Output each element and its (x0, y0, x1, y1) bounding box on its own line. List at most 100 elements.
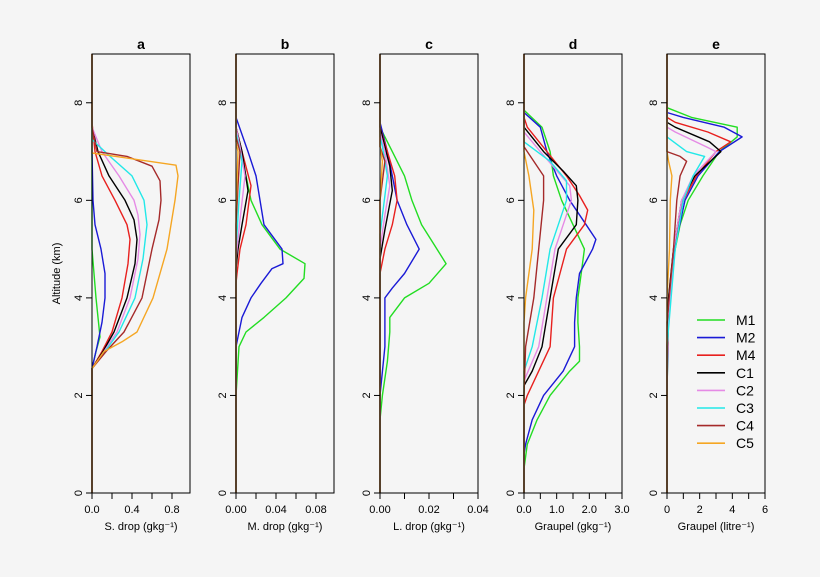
y-tick-label: 6 (648, 197, 660, 203)
series-line-M4 (379, 54, 398, 493)
panel-title: d (569, 36, 578, 52)
series-line-M2 (91, 54, 106, 493)
x-tick-label: 0.0 (84, 504, 99, 516)
series-line-M1 (235, 54, 306, 493)
x-axis-label: Graupel (litre⁻¹) (678, 521, 755, 533)
legend-label: C1 (736, 365, 754, 381)
panel-c: c 0 2 4 6 8 0.00 0.02 0.04L. drop (gkg⁻¹) (361, 36, 489, 533)
y-tick-label: 4 (648, 295, 660, 301)
x-tick-label: 6 (762, 504, 768, 516)
series-line-C4 (379, 54, 386, 493)
series-line-M1 (91, 54, 101, 493)
x-tick-label: 0 (664, 504, 670, 516)
series-line-C5 (91, 54, 179, 493)
series-line-C3 (523, 54, 568, 493)
y-axis-label: Altitude (km) (51, 243, 63, 305)
y-tick-label: 0 (73, 490, 85, 496)
y-tick-label: 6 (361, 197, 373, 203)
series-line-M4 (235, 54, 252, 493)
y-tick-label: 4 (361, 295, 373, 301)
x-tick-label: 4 (729, 504, 735, 516)
x-axis-label: Graupel (gkg⁻¹) (535, 521, 612, 533)
y-tick-label: 4 (505, 295, 517, 301)
x-tick-label: 0.08 (305, 504, 326, 516)
y-tick-label: 0 (217, 490, 229, 496)
x-tick-label: 0.00 (225, 504, 246, 516)
y-tick-label: 0 (648, 490, 660, 496)
legend-label: C4 (736, 418, 754, 434)
y-tick-label: 2 (505, 392, 517, 398)
x-tick-label: 0.04 (265, 504, 286, 516)
panel-b: b 0 2 4 6 8 0.00 0.04 0.08 M. drop (gkg⁻¹) (217, 36, 335, 533)
plot-frame (379, 53, 479, 494)
series-line-M4 (523, 54, 589, 493)
y-tick-label: 2 (73, 392, 85, 398)
x-tick-label: 2.0 (582, 504, 597, 516)
x-tick-label: 2 (697, 504, 703, 516)
series-line-C4 (523, 54, 545, 493)
y-tick-label: 8 (217, 100, 229, 106)
series-line-M1 (523, 54, 586, 493)
series-line-C3 (666, 54, 706, 493)
y-tick-label: 8 (505, 100, 517, 106)
x-tick-label: 0.8 (164, 504, 179, 516)
y-tick-label: 0 (361, 490, 373, 496)
series-line-C2 (379, 54, 391, 493)
series-line-C4 (666, 54, 688, 493)
series-line-C1 (523, 54, 579, 493)
series-line-M4 (91, 54, 131, 493)
x-axis-label: M. drop (gkg⁻¹) (248, 521, 323, 533)
series-line-M1 (379, 54, 447, 493)
x-tick-label: 0.02 (418, 504, 439, 516)
series-line-C2 (523, 54, 573, 493)
series-line-M2 (235, 54, 284, 493)
series-line-C2 (666, 54, 717, 493)
x-tick-label: 1.0 (549, 504, 564, 516)
x-tick-label: 0.04 (467, 504, 488, 516)
legend-label: C2 (736, 382, 754, 398)
y-tick-label: 4 (217, 295, 229, 301)
panel-e: e 0 2 4 6 8 0 2 4 6 Graupel (litre⁻¹) (648, 36, 768, 533)
series-line-C1 (91, 54, 138, 493)
plot-frame (523, 53, 623, 494)
y-tick-label: 8 (648, 100, 660, 106)
series-line-C3 (379, 54, 389, 493)
panel-title: c (425, 36, 433, 52)
y-tick-label: 8 (361, 100, 373, 106)
y-tick-label: 2 (361, 392, 373, 398)
legend-label: C5 (736, 435, 754, 451)
y-tick-label: 0 (505, 490, 517, 496)
x-axis-label: L. drop (gkg⁻¹) (393, 521, 465, 533)
legend-label: C3 (736, 400, 754, 416)
series-line-C1 (379, 54, 393, 493)
series-line-C3 (91, 54, 148, 493)
series-line-M1 (666, 54, 738, 493)
legend-label: M1 (736, 312, 756, 328)
x-tick-label: 3.0 (614, 504, 629, 516)
plot-frame (235, 53, 335, 494)
y-tick-label: 6 (217, 197, 229, 203)
panel-title: a (137, 36, 145, 52)
x-axis-label: S. drop (gkg⁻¹) (104, 521, 177, 533)
x-tick-label: 0.4 (124, 504, 139, 516)
y-tick-label: 8 (73, 100, 85, 106)
y-tick-label: 6 (73, 197, 85, 203)
y-tick-label: 6 (505, 197, 517, 203)
y-tick-label: 2 (217, 392, 229, 398)
x-tick-label: 0.00 (369, 504, 390, 516)
series-line-C1 (235, 54, 249, 493)
plot-frame (91, 53, 191, 494)
x-tick-label: 0.0 (516, 504, 531, 516)
series-line-M4 (666, 54, 732, 493)
legend-label: M2 (736, 330, 756, 346)
panel-a: a 0 2 4 6 8 0.0 0.4 0.8 S. drop (gkg⁻¹) (73, 36, 191, 533)
y-tick-label: 4 (73, 295, 85, 301)
series-line-M2 (379, 54, 420, 493)
y-tick-label: 2 (648, 392, 660, 398)
legend-label: M4 (736, 347, 756, 363)
panel-title: e (712, 36, 720, 52)
panel-title: b (281, 36, 290, 52)
